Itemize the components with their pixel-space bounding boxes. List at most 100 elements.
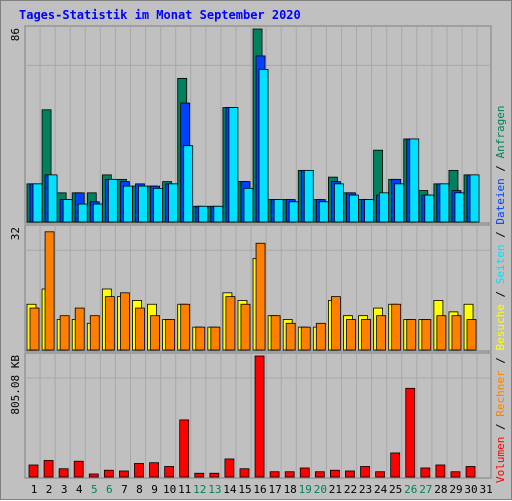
- bar-rechner-day-3: [59, 315, 70, 351]
- bar-rechner-day-23: [361, 319, 371, 351]
- bar-volumen-day-7: [119, 470, 129, 478]
- bar-volumen-day-28: [435, 464, 446, 478]
- bar-volumen-day-20: [314, 471, 325, 478]
- bar-rechner-day-13: [210, 326, 221, 351]
- x-tick-label: 21: [329, 483, 342, 496]
- bar-volumen-day-17: [269, 471, 280, 478]
- bar-volumen-day-19: [299, 467, 310, 478]
- bar-rechner-day-1: [29, 307, 40, 351]
- bar-volumen-day-12: [194, 472, 205, 478]
- legend-entry: Seiten: [494, 245, 507, 285]
- bar-rechner-day-14: [225, 296, 236, 351]
- bar-seiten-day-21: [333, 183, 344, 223]
- bar-seiten-day-4: [77, 203, 88, 223]
- bar-volumen-day-26: [405, 387, 416, 478]
- x-tick-label: 31: [479, 483, 492, 496]
- bar-rechner-day-12: [195, 326, 206, 351]
- bar-rechner-day-30: [466, 319, 477, 351]
- bar-volumen-day-16: [254, 355, 265, 478]
- bar-rechner-day-11: [180, 303, 191, 351]
- bar-seiten-day-9: [153, 187, 163, 223]
- legend-entry: Rechner: [494, 370, 507, 417]
- x-tick-label: 3: [61, 483, 68, 496]
- bar-rechner-day-10: [165, 319, 176, 351]
- bar-seiten-day-1: [32, 183, 43, 223]
- scale-label: 86: [9, 28, 22, 41]
- x-tick-label: 4: [76, 483, 83, 496]
- legend-text: Volumen / Rechner / Besuche / Seiten / D…: [494, 105, 507, 483]
- legend-entry: Besuche: [494, 304, 507, 350]
- bar-rechner-day-7: [120, 292, 130, 351]
- x-tick-label: 20: [314, 483, 327, 496]
- bar-rechner-day-6: [104, 296, 115, 351]
- legend-entry: /: [494, 158, 507, 178]
- bar-rechner-day-5: [89, 315, 100, 351]
- x-tick-label: 30: [464, 483, 477, 496]
- bar-rechner-day-20: [315, 322, 326, 351]
- bar-volumen-day-8: [134, 463, 144, 478]
- bar-volumen-day-21: [329, 469, 340, 478]
- x-tick-label: 6: [106, 483, 113, 496]
- x-tick-label: 26: [404, 483, 417, 496]
- chart-panels: 86 32 805.08 KB: [9, 25, 492, 479]
- bar-seiten-day-11: [183, 145, 194, 223]
- x-tick-label: 17: [268, 483, 281, 496]
- x-tick-label: 7: [121, 483, 128, 496]
- panel-border: [24, 224, 492, 352]
- bar-rechner-day-25: [391, 303, 402, 351]
- bar-seiten-day-24: [379, 192, 390, 223]
- bar-rechner-day-22: [346, 319, 356, 351]
- x-tick-label: 13: [208, 483, 221, 496]
- bar-volumen-day-6: [103, 469, 114, 478]
- bar-rechner-day-9: [150, 315, 160, 351]
- bar-rechner-day-19: [300, 326, 311, 351]
- x-tick-label: 24: [374, 483, 388, 496]
- bar-volumen-day-25: [390, 452, 401, 478]
- bar-volumen-day-22: [345, 470, 355, 478]
- bar-rechner-day-15: [240, 303, 251, 351]
- bar-volumen-day-1: [28, 464, 39, 478]
- bar-volumen-day-24: [375, 471, 386, 478]
- bar-seiten-day-6: [107, 178, 118, 223]
- bar-volumen-day-11: [179, 419, 190, 478]
- bar-seiten-day-28: [439, 183, 450, 223]
- bar-volumen-day-13: [209, 472, 220, 478]
- bar-seiten-day-22: [349, 194, 359, 223]
- x-tick-label: 23: [359, 483, 372, 496]
- x-tick-label: 9: [151, 483, 158, 496]
- panel-border: [24, 352, 492, 479]
- bar-seiten-day-3: [62, 199, 73, 223]
- bar-volumen-day-9: [149, 462, 159, 478]
- panel-border: [24, 25, 492, 224]
- legend-entry: /: [494, 351, 507, 371]
- x-tick-label: 1: [31, 483, 38, 496]
- bar-rechner-day-24: [376, 315, 387, 351]
- x-tick-label: 15: [238, 483, 251, 496]
- bar-seiten-day-17: [273, 199, 284, 223]
- scale-label: 32: [9, 227, 22, 240]
- bar-rechner-day-17: [270, 315, 281, 351]
- bar-volumen-day-27: [420, 467, 431, 478]
- bar-seiten-day-7: [123, 185, 133, 223]
- bar-volumen-day-3: [58, 468, 69, 478]
- legend-entry: Anfragen: [494, 105, 507, 158]
- bar-seiten-day-18: [288, 201, 299, 223]
- bar-volumen-day-2: [43, 460, 54, 478]
- bar-rechner-day-29: [451, 315, 462, 351]
- x-tick-label: 19: [299, 483, 312, 496]
- bar-volumen-day-29: [450, 471, 461, 478]
- x-tick-label: 16: [253, 483, 266, 496]
- bar-volumen-day-23: [360, 466, 370, 478]
- legend-entry: /: [494, 417, 507, 437]
- x-tick-label: 18: [284, 483, 297, 496]
- bar-seiten-day-8: [138, 185, 148, 223]
- right-legend: Volumen / Rechner / Besuche / Seiten / D…: [494, 105, 507, 483]
- bar-rechner-day-2: [44, 231, 55, 351]
- bar-seiten-day-29: [454, 192, 465, 223]
- bar-seiten-day-13: [213, 205, 224, 223]
- bar-seiten-day-12: [198, 205, 209, 223]
- panel-visits: 32: [9, 224, 492, 352]
- bar-rechner-day-18: [285, 322, 296, 351]
- bar-rechner-day-21: [330, 296, 341, 351]
